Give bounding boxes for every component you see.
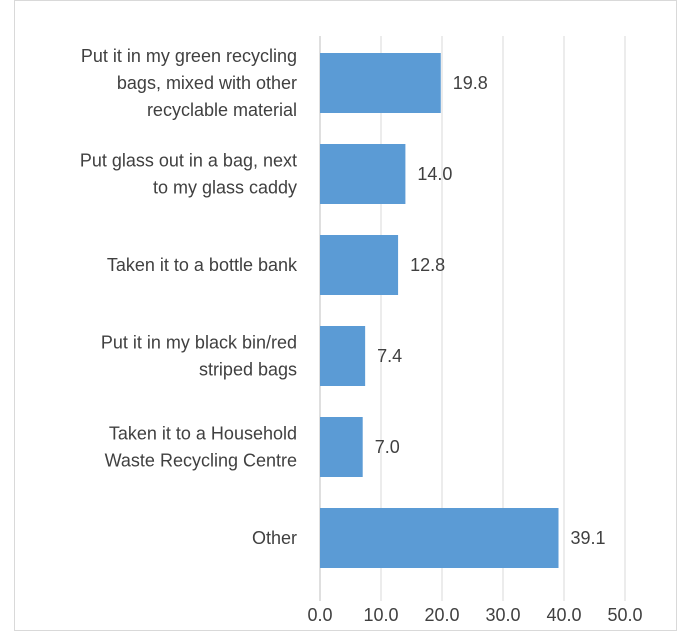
data-label: 7.4 xyxy=(377,346,402,366)
bar xyxy=(320,326,366,386)
bar xyxy=(320,508,559,568)
value-labels: 19.8 14.0 12.8 7.4 7.0 39.1 xyxy=(375,73,606,548)
x-tick-label: 30.0 xyxy=(485,605,520,625)
category-label-line: bags, mixed with other xyxy=(117,73,297,93)
category-label-line: Put it in my green recycling xyxy=(81,46,297,66)
data-label: 14.0 xyxy=(417,164,452,184)
category-label: Put glass out in a bag, next to my glass … xyxy=(80,151,297,198)
category-label-line: Put glass out in a bag, next xyxy=(80,151,297,171)
category-label: Taken it to a Household Waste Recycling C… xyxy=(105,424,297,471)
data-label: 7.0 xyxy=(375,437,400,457)
category-label-line: striped bags xyxy=(199,360,297,380)
category-label: Taken it to a bottle bank xyxy=(107,255,298,275)
category-label-line: Other xyxy=(252,528,297,548)
x-axis-ticks: 0.0 10.0 20.0 30.0 40.0 50.0 xyxy=(307,605,642,625)
gridlines xyxy=(319,36,626,601)
bar-chart: Put it in my green recycling bags, mixed … xyxy=(80,36,643,625)
bar xyxy=(320,235,399,295)
category-label-line: Put it in my black bin/red xyxy=(101,333,297,353)
data-label: 39.1 xyxy=(571,528,606,548)
category-label-line: Waste Recycling Centre xyxy=(105,451,297,471)
x-tick-label: 20.0 xyxy=(424,605,459,625)
bar xyxy=(320,417,363,477)
category-label-line: to my glass caddy xyxy=(153,178,297,198)
x-tick-label: 40.0 xyxy=(546,605,581,625)
data-label: 19.8 xyxy=(453,73,488,93)
category-label: Other xyxy=(252,528,297,548)
bars xyxy=(320,53,559,568)
category-label-line: Taken it to a bottle bank xyxy=(107,255,298,275)
x-tick-label: 10.0 xyxy=(363,605,398,625)
x-tick-label: 50.0 xyxy=(607,605,642,625)
bar xyxy=(320,53,441,113)
category-label: Put it in my green recycling bags, mixed … xyxy=(81,46,297,120)
x-tick-label: 0.0 xyxy=(307,605,332,625)
category-label-line: recyclable material xyxy=(147,100,297,120)
chart-frame: Put it in my green recycling bags, mixed … xyxy=(14,0,677,631)
category-label: Put it in my black bin/red striped bags xyxy=(101,333,297,380)
bar xyxy=(320,144,406,204)
category-label-line: Taken it to a Household xyxy=(109,424,297,444)
category-labels: Put it in my green recycling bags, mixed … xyxy=(80,46,298,548)
data-label: 12.8 xyxy=(410,255,445,275)
